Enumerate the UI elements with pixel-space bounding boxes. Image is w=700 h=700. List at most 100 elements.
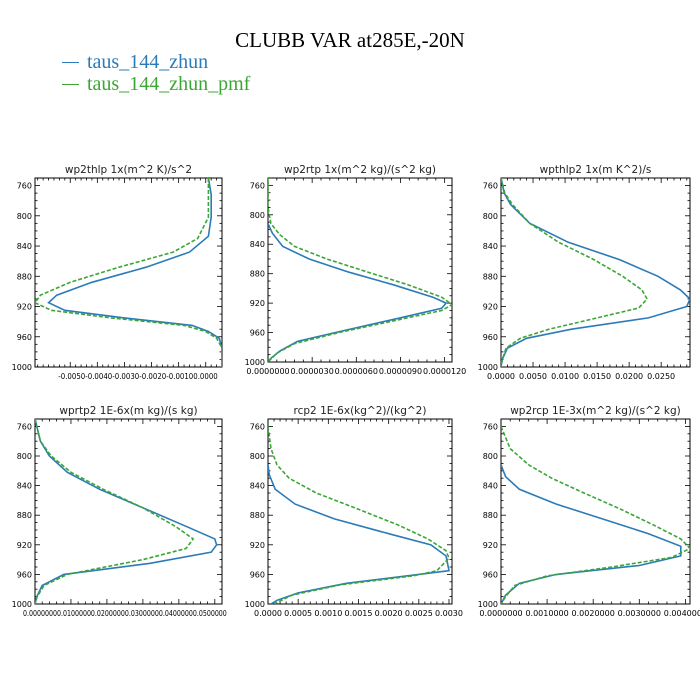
y-tick-label: 840 (250, 240, 265, 249)
legend-label-zhun: taus_144_zhun (87, 51, 209, 73)
y-tick-label: 760 (250, 422, 265, 431)
y-tick-label: 920 (250, 541, 265, 550)
plot-frame (267, 418, 453, 605)
y-tick-label: 760 (483, 422, 498, 431)
x-tick-label: 0.0040000 (664, 609, 700, 618)
panel-4: wprtp2 1E-6x(m kg)/(s kg) 760 800 840 880 920… (12, 405, 227, 618)
y-tick-label: 760 (483, 182, 498, 191)
series-line-zhun (35, 419, 218, 604)
legend: taus_144_zhun taus_144_zhun_pmf (62, 51, 250, 95)
y-tick-label: 840 (483, 242, 498, 251)
y-tick-label: 840 (250, 482, 265, 491)
series-line-zhun (268, 223, 448, 362)
y-tick-label: 760 (17, 182, 32, 191)
y-tick-label: 840 (483, 482, 498, 491)
y-tick-label: 960 (483, 333, 498, 342)
x-tick-label: 0.0015 (344, 609, 372, 618)
x-tick-label: 0.0150 (583, 372, 611, 381)
y-tick-label: 840 (17, 242, 32, 251)
y-tick-label: 960 (17, 333, 32, 342)
series-line-zhun (47, 178, 222, 367)
y-tick-label: 920 (250, 299, 265, 308)
y-tick-label: 1000 (12, 363, 32, 372)
panel-title: wp2rtp 1x(m^2 kg)/(s^2 kg) (284, 164, 436, 176)
series-line-zhun-pmf (501, 178, 649, 367)
y-tick-label: 880 (483, 272, 498, 281)
y-tick-label: 800 (483, 452, 498, 461)
panel-2: wp2rtp 1x(m^2 kg)/(s^2 kg) 760 800 840 880 92… (245, 164, 467, 376)
y-tick-label: 1000 (478, 600, 498, 609)
y-tick-label: 960 (483, 570, 498, 579)
x-tick-label: 0.0000000 (479, 609, 522, 618)
y-tick-label: 920 (483, 303, 498, 312)
panel-1: wp2thlp 1x(m^2 K)/s^2 760 800 840 880 920 960 1… (12, 164, 223, 381)
y-tick-label: 760 (250, 181, 265, 190)
legend-item-zhun-pmf: taus_144_zhun_pmf (62, 73, 250, 95)
y-tick-label: 960 (250, 570, 265, 579)
series-line-zhun (501, 464, 682, 604)
y-tick-label: 960 (17, 570, 32, 579)
x-tick-label: 0.0000 (254, 609, 282, 618)
x-tick-label: 0.0020 (375, 609, 403, 618)
y-tick-label: 960 (250, 329, 265, 338)
y-tick-label: 840 (17, 482, 32, 491)
panel-5: rcp2 1E-6x(kg^2)/(kg^2) 760 800 840 880 920 96… (245, 405, 463, 618)
x-tick-label: 0.0005 (284, 609, 312, 618)
x-tick-label: 0.0000030 (291, 367, 334, 376)
x-tick-label: 0.0025 (405, 609, 433, 618)
panel-6: wp2rcp 1E-3x(m^2 kg)/(s^2 kg) 760 800 840 88… (478, 405, 700, 618)
x-tick-label: 0.0010000 (525, 609, 568, 618)
x-tick-label: 0.0000090 (379, 367, 422, 376)
y-tick-label: 800 (17, 212, 32, 221)
panel-title: wprtp2 1E-6x(m kg)/(s kg) (59, 405, 197, 417)
x-tick-label: 0.0000120 (423, 367, 466, 376)
y-tick-label: 880 (250, 270, 265, 279)
x-tick-labels: -0.0050-0.0040-0.0030-0.0020-0.00100.000… (58, 372, 218, 381)
y-tick-label: 800 (250, 211, 265, 220)
x-tick-label: 0.0050 (519, 372, 547, 381)
y-tick-label: 880 (17, 511, 32, 520)
panel-3: wpthlp2 1x(m K^2)/s 760 800 840 880 920 960 100… (478, 164, 691, 381)
panel-title: wpthlp2 1x(m K^2)/s (540, 164, 652, 176)
y-tick-label: 1000 (245, 358, 265, 367)
series-line-zhun-pmf (35, 419, 195, 604)
y-tick-label: 920 (17, 541, 32, 550)
y-tick-label: 800 (483, 212, 498, 221)
legend-swatch-zhun (62, 61, 79, 63)
x-tick-label: 0.0250 (647, 372, 675, 381)
legend-label-zhun-pmf: taus_144_zhun_pmf (87, 73, 251, 95)
y-tick-label: 920 (483, 541, 498, 550)
x-tick-label: 0.0030000 (618, 609, 661, 618)
y-tick-label: 880 (250, 511, 265, 520)
y-tick-label: 880 (17, 272, 32, 281)
y-tick-label: 1000 (12, 600, 32, 609)
y-tick-label: 1000 (245, 600, 265, 609)
plot-frame (34, 177, 223, 368)
legend-swatch-zhun-pmf (62, 83, 79, 85)
x-tick-label: 0.0100 (551, 372, 579, 381)
legend-item-zhun: taus_144_zhun (62, 51, 250, 73)
plot-frame (500, 418, 691, 605)
x-tick-label: 0.0200 (615, 372, 643, 381)
x-tick-label: 0.0020000 (572, 609, 615, 618)
plot-frame (500, 177, 691, 368)
x-tick-label: 0.0010 (314, 609, 342, 618)
series-line-zhun-pmf (268, 178, 452, 362)
panel-title: wp2thlp 1x(m^2 K)/s^2 (65, 164, 192, 176)
x-tick-labels: 0.00000000.01000000.02000000.03000000.04… (23, 609, 227, 618)
x-tick-label: 0.0000060 (335, 367, 378, 376)
series-line-zhun-pmf (501, 426, 690, 604)
x-tick-label: 0.0000000 (246, 367, 289, 376)
panel-title: wp2rcp 1E-3x(m^2 kg)/(s^2 kg) (510, 405, 681, 417)
y-tick-label: 880 (483, 511, 498, 520)
x-tick-label: 0.0000 (487, 372, 515, 381)
y-tick-label: 920 (17, 303, 32, 312)
y-tick-label: 1000 (478, 363, 498, 372)
series-line-zhun-pmf (35, 178, 222, 367)
panel-title: rcp2 1E-6x(kg^2)/(kg^2) (294, 405, 427, 417)
plot-frame (267, 177, 453, 363)
series-line-zhun (268, 464, 450, 604)
series-line-zhun (501, 178, 690, 367)
y-tick-label: 800 (250, 452, 265, 461)
